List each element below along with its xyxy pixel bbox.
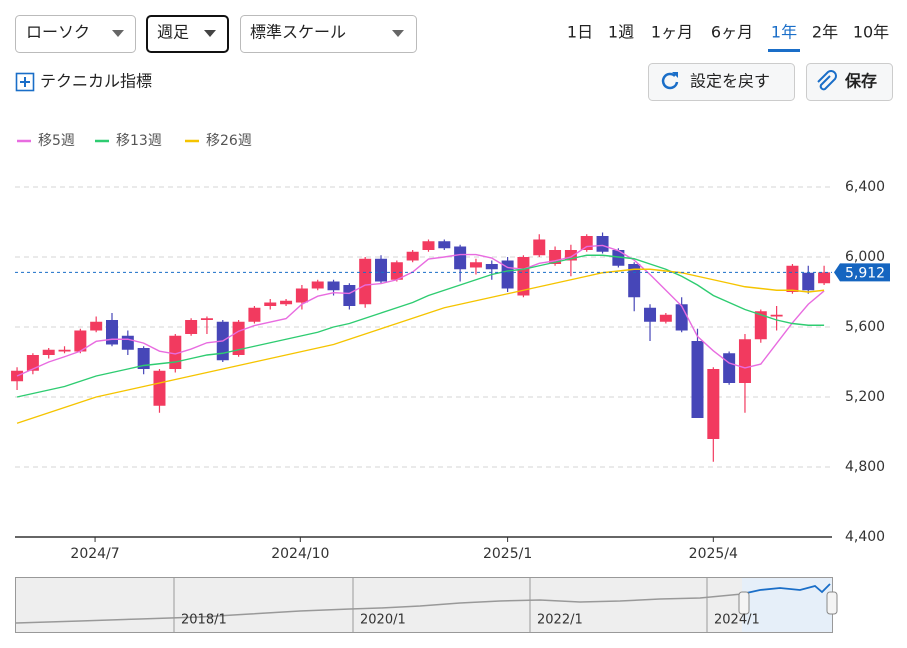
candle-body	[106, 320, 119, 345]
last-price-label: 5,912	[845, 265, 885, 281]
navigator	[15, 577, 838, 633]
candle-body	[659, 314, 672, 322]
y-tick-label: 4,400	[845, 529, 885, 545]
candle-body	[628, 264, 641, 298]
candle-body	[438, 241, 451, 249]
y-tick-label: 4,800	[845, 459, 885, 475]
candle-body	[485, 264, 498, 270]
candle-body	[596, 236, 609, 252]
x-tick-label: 2025/1	[483, 546, 532, 562]
candle-body	[580, 236, 593, 250]
candle-body	[295, 288, 308, 303]
range-tab[interactable]: 1ヶ月	[651, 23, 693, 42]
save-label: 保存	[844, 72, 877, 91]
candle-body	[786, 265, 799, 292]
y-tick-label: 6,000	[845, 249, 885, 265]
navigator-label: 2018/1	[181, 613, 227, 628]
y-tick-label: 5,600	[845, 319, 885, 335]
candle-body	[454, 246, 467, 270]
candle-body	[121, 335, 134, 350]
candle-body	[754, 311, 767, 340]
candle-body	[390, 262, 403, 280]
candle-body	[691, 341, 704, 418]
range-tab[interactable]: 1週	[608, 23, 634, 42]
candle-body	[26, 355, 39, 371]
chart-type-select[interactable]	[15, 15, 136, 53]
range-tabs: 1日 1週 1ヶ月 6ヶ月 1年 2年 10年	[567, 23, 889, 52]
ma-line	[16, 244, 825, 377]
candle-body	[644, 307, 657, 322]
candle-body	[723, 353, 736, 383]
candle-body	[422, 241, 435, 250]
candle-body	[137, 348, 150, 369]
candle-body	[802, 272, 815, 291]
y-tick-label: 6,400	[845, 179, 885, 195]
candle-body	[185, 320, 198, 334]
candle-body	[375, 258, 388, 282]
x-tick-label: 2025/4	[689, 546, 738, 562]
navigator-label: 2020/1	[360, 613, 406, 628]
range-tab[interactable]: 2年	[812, 23, 838, 42]
candle-body	[248, 307, 261, 322]
legend: 移5週 移13週 移26週	[17, 133, 252, 149]
last-price-tag	[834, 263, 890, 282]
candle-body	[74, 330, 87, 352]
range-tab[interactable]: 1日	[567, 23, 593, 42]
scale-select[interactable]	[240, 15, 417, 53]
candle-body	[153, 370, 166, 406]
candle-body	[406, 251, 419, 261]
candle-body	[359, 258, 372, 305]
candle-body	[612, 250, 625, 266]
candle-body	[501, 260, 514, 289]
y-tick-label: 5,200	[845, 389, 885, 405]
candle-body	[58, 349, 71, 352]
ma-line	[16, 254, 825, 398]
candle-body	[264, 302, 277, 306]
range-tab[interactable]: 10年	[853, 23, 889, 42]
candle-body	[533, 239, 546, 256]
candle-body	[200, 318, 213, 320]
candle-body	[90, 321, 103, 331]
legend-label: 移13週	[116, 133, 162, 149]
candle-body	[564, 250, 577, 261]
range-tab[interactable]: 6ヶ月	[711, 23, 753, 42]
candle-body	[738, 339, 751, 383]
x-tick-label: 2024/10	[271, 546, 329, 562]
candle-body	[469, 262, 482, 268]
candle-body	[280, 300, 293, 305]
candle-body	[770, 314, 783, 317]
candle-body	[818, 272, 831, 284]
reset-button[interactable]	[648, 63, 795, 101]
select-label: ローソク	[26, 23, 90, 42]
active-underline	[768, 49, 800, 52]
candle-body	[675, 304, 688, 331]
candle-body	[42, 349, 55, 355]
select-label: 週足	[157, 23, 189, 42]
navigator-labels: 2018/1 2020/1 2022/1 2024/1	[181, 613, 760, 628]
candle-body	[327, 281, 340, 291]
select-label: 標準スケール	[250, 23, 346, 42]
navigator-label: 2024/1	[714, 613, 760, 628]
x-tick-label: 2024/7	[70, 546, 119, 562]
technical-toggle[interactable]	[15, 72, 35, 92]
reset-label: 設定を戻す	[690, 72, 770, 91]
save-button[interactable]	[806, 63, 893, 101]
legend-label: 移26週	[206, 133, 252, 149]
period-select[interactable]	[146, 15, 229, 53]
technical-label: テクニカル指標	[40, 72, 152, 91]
candle-body	[311, 281, 324, 289]
ma-line	[16, 268, 825, 424]
range-tab[interactable]: 1年	[771, 23, 797, 42]
candle-body	[707, 369, 720, 439]
candle-body	[517, 257, 530, 296]
legend-label: 移5週	[38, 133, 75, 149]
navigator-label: 2022/1	[537, 613, 583, 628]
plot-area: 4,400 4,800 5,200 5,600 6,000 6,400 2024/7 2024…	[11, 179, 890, 562]
candle-body	[343, 285, 356, 306]
